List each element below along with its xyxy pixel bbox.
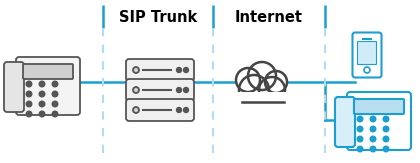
FancyBboxPatch shape	[126, 59, 194, 81]
FancyBboxPatch shape	[357, 42, 376, 65]
FancyBboxPatch shape	[347, 92, 411, 150]
FancyBboxPatch shape	[4, 62, 24, 112]
Circle shape	[184, 88, 189, 92]
FancyBboxPatch shape	[126, 99, 194, 121]
FancyBboxPatch shape	[232, 92, 292, 112]
Circle shape	[357, 136, 363, 142]
Circle shape	[239, 75, 269, 105]
FancyBboxPatch shape	[335, 97, 355, 147]
Circle shape	[383, 126, 389, 132]
FancyBboxPatch shape	[126, 79, 194, 101]
Circle shape	[52, 81, 58, 87]
Circle shape	[259, 77, 285, 103]
Circle shape	[383, 136, 389, 142]
Circle shape	[364, 67, 370, 73]
Circle shape	[370, 126, 376, 132]
Circle shape	[39, 81, 45, 87]
Circle shape	[176, 88, 181, 92]
Circle shape	[133, 67, 139, 73]
Circle shape	[26, 111, 32, 117]
Circle shape	[184, 67, 189, 73]
Circle shape	[52, 101, 58, 107]
Circle shape	[357, 146, 363, 152]
Circle shape	[52, 111, 58, 117]
Circle shape	[370, 136, 376, 142]
FancyBboxPatch shape	[16, 57, 80, 115]
Circle shape	[383, 116, 389, 122]
Circle shape	[133, 107, 139, 113]
FancyBboxPatch shape	[23, 64, 73, 79]
Circle shape	[265, 71, 287, 93]
Circle shape	[236, 68, 260, 92]
Circle shape	[370, 116, 376, 122]
Circle shape	[176, 108, 181, 112]
Circle shape	[39, 111, 45, 117]
Circle shape	[26, 91, 32, 97]
Text: Internet: Internet	[235, 9, 303, 24]
Circle shape	[357, 126, 363, 132]
Circle shape	[176, 67, 181, 73]
Circle shape	[26, 101, 32, 107]
Circle shape	[383, 146, 389, 152]
Circle shape	[39, 91, 45, 97]
Circle shape	[39, 101, 45, 107]
FancyBboxPatch shape	[352, 32, 381, 77]
FancyBboxPatch shape	[354, 99, 404, 114]
Text: SIP Trunk: SIP Trunk	[119, 9, 197, 24]
Circle shape	[52, 91, 58, 97]
Circle shape	[26, 81, 32, 87]
Circle shape	[248, 62, 276, 90]
Circle shape	[357, 116, 363, 122]
Circle shape	[184, 108, 189, 112]
Circle shape	[370, 146, 376, 152]
Circle shape	[133, 87, 139, 93]
